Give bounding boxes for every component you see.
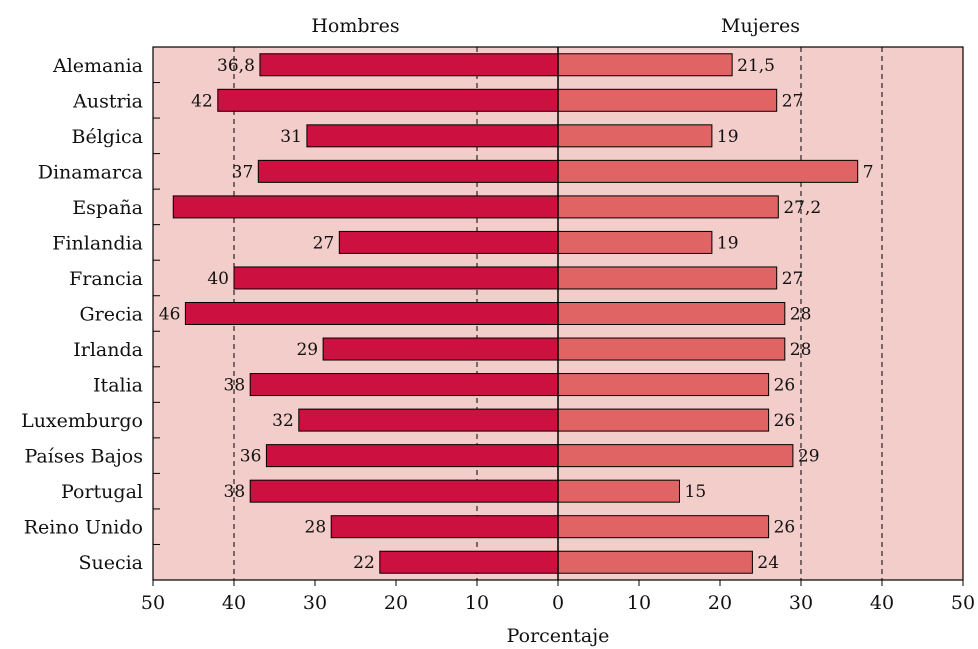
x-tick-label: 10 (465, 592, 489, 614)
bar-hombres (265, 444, 559, 468)
category-label: Irlanda (73, 339, 143, 361)
category-label: España (72, 197, 143, 219)
bar-mujeres (557, 408, 770, 432)
data-label-hombres: 27 (313, 233, 335, 253)
bar-mujeres (557, 373, 770, 397)
x-axis-label: Porcentaje (507, 625, 610, 647)
data-label-hombres: 31 (280, 127, 302, 147)
category-label: Reino Unido (24, 517, 143, 539)
x-tick-label: 10 (627, 592, 651, 614)
data-label-mujeres: 27 (782, 269, 804, 289)
category-label: Austria (72, 90, 143, 112)
bars (172, 53, 859, 574)
bar-hombres (330, 515, 559, 539)
bar-hombres (249, 479, 559, 503)
x-tick-label: 30 (789, 592, 813, 614)
category-label: Suecia (78, 552, 143, 574)
data-label-hombres: 38 (224, 482, 246, 502)
bar-hombres (306, 124, 559, 148)
bar-hombres (298, 408, 559, 432)
bar-mujeres (557, 444, 794, 468)
data-label-mujeres: 28 (790, 340, 812, 360)
data-label-hombres: 38 (224, 376, 246, 396)
category-label: Francia (69, 268, 143, 290)
bar-mujeres (557, 266, 778, 290)
bar-hombres (217, 88, 559, 112)
data-label-mujeres: 15 (685, 482, 707, 502)
category-label: Grecia (79, 304, 143, 326)
country-labels: Alemania Austria Bélgica Dinamarca España Fin… (21, 55, 143, 574)
data-label-hombres: 36,8 (217, 56, 255, 76)
data-label-mujeres: 24 (757, 553, 779, 573)
data-label-hombres: 46 (159, 305, 181, 325)
category-label: Luxemburgo (21, 410, 143, 432)
data-label-hombres: 37 (232, 162, 254, 182)
x-tick-label: 20 (708, 592, 732, 614)
data-label-mujeres: 19 (717, 127, 739, 147)
bar-hombres (249, 373, 559, 397)
bar-mujeres (557, 230, 713, 254)
data-labels: 36,8 21,5 42 27 31 19 37 7 27,2 27 19 40 27 46 28 29 28 3… (159, 56, 874, 573)
bar-mujeres (557, 515, 770, 539)
bar-hombres (338, 230, 559, 254)
data-label-mujeres: 29 (798, 447, 820, 467)
data-label-hombres: 42 (191, 91, 213, 111)
bar-mujeres (557, 337, 786, 361)
category-label: Finlandia (52, 232, 143, 254)
data-label-mujeres: 27,2 (783, 198, 821, 218)
x-tick-label: 20 (384, 592, 408, 614)
data-label-mujeres: 7 (863, 162, 874, 182)
x-tick-label: 30 (303, 592, 327, 614)
bar-mujeres (557, 550, 753, 574)
x-tick-label: 40 (222, 592, 246, 614)
data-label-mujeres: 19 (717, 233, 739, 253)
bar-hombres (184, 302, 559, 325)
bar-mujeres (557, 159, 859, 183)
bar-hombres (322, 337, 559, 361)
data-label-hombres: 29 (296, 340, 318, 360)
category-label: Italia (93, 375, 143, 397)
series-header-mujeres: Mujeres (721, 15, 800, 37)
bar-mujeres (557, 88, 778, 112)
x-tick-label: 50 (951, 592, 975, 614)
data-label-hombres: 22 (353, 553, 375, 573)
x-tick-label: 50 (141, 592, 165, 614)
bar-mujeres (557, 124, 713, 148)
bar-mujeres (557, 302, 786, 325)
data-label-hombres: 36 (240, 447, 262, 467)
category-label: Países Bajos (25, 446, 144, 468)
data-label-hombres: 32 (272, 411, 294, 431)
y-ticks (153, 46, 160, 581)
data-label-mujeres: 26 (774, 376, 796, 396)
bar-mujeres (557, 195, 779, 219)
data-label-hombres: 40 (207, 269, 229, 289)
bar-mujeres (557, 53, 733, 77)
bar-mujeres (557, 479, 680, 503)
x-tick-label: 0 (552, 592, 564, 614)
data-label-mujeres: 26 (774, 411, 796, 431)
category-label: Alemania (52, 55, 143, 77)
category-label: Dinamarca (38, 161, 143, 183)
bar-hombres (172, 195, 559, 219)
bar-hombres (257, 159, 559, 183)
data-label-mujeres: 26 (774, 518, 796, 538)
bar-hombres (379, 550, 559, 574)
data-label-mujeres: 28 (790, 305, 812, 325)
bar-hombres (259, 53, 559, 77)
category-label: Portugal (61, 481, 143, 503)
data-label-hombres: 28 (305, 518, 327, 538)
series-header-hombres: Hombres (311, 15, 399, 37)
x-ticks: 50 40 30 20 10 0 10 20 30 40 50 (141, 580, 975, 614)
data-label-mujeres: 21,5 (737, 56, 775, 76)
data-label-mujeres: 27 (782, 91, 804, 111)
category-label: Bélgica (72, 126, 144, 148)
x-tick-label: 40 (870, 592, 894, 614)
bar-hombres (233, 266, 559, 290)
